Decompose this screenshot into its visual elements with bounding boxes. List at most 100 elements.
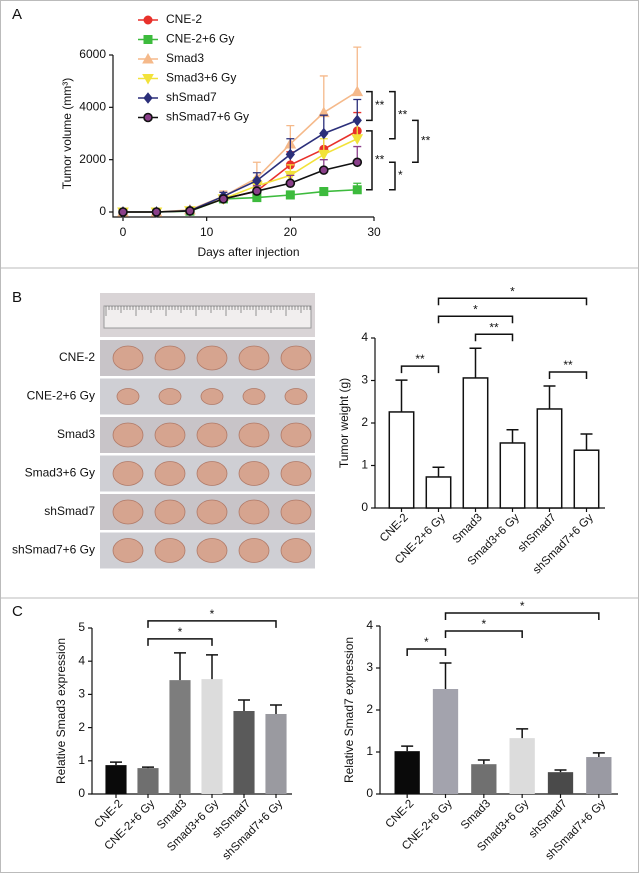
significance-bracket <box>406 648 447 656</box>
error-bar <box>270 704 282 714</box>
y-tick-label: 4 <box>361 330 368 344</box>
error-bar <box>516 728 529 739</box>
bar <box>137 768 159 794</box>
significance-bracket <box>548 371 588 380</box>
y-tick-label: 3 <box>361 373 368 387</box>
marker <box>317 149 330 161</box>
significance-bracket <box>389 161 396 191</box>
tumor <box>238 345 270 371</box>
error-bar <box>592 752 605 758</box>
marker <box>143 15 153 25</box>
x-tick-label: CNE-2 <box>378 512 411 545</box>
y-tick-label: 4 <box>78 653 85 667</box>
photo-row-label: Smad3 <box>57 427 95 441</box>
tumor <box>154 345 186 371</box>
tumor <box>112 499 144 525</box>
tumor <box>154 422 186 448</box>
bar <box>105 765 127 794</box>
bar <box>233 711 255 794</box>
marker <box>285 148 295 161</box>
significance-bracket <box>474 333 514 342</box>
error-bar <box>353 46 362 92</box>
legend-label: CNE-2 <box>166 12 202 26</box>
marker <box>118 207 128 217</box>
tumor <box>196 345 228 371</box>
tumor <box>154 461 186 486</box>
error-bar <box>543 385 556 409</box>
significance-label: ** <box>563 358 573 372</box>
y-tick-label: 3 <box>78 687 85 701</box>
tumor <box>154 538 186 563</box>
y-tick-label: 1 <box>366 744 373 758</box>
bar <box>499 442 526 509</box>
tumor <box>280 499 312 525</box>
significance-label: * <box>510 284 515 298</box>
legend-label: shSmad7 <box>166 90 217 104</box>
bar <box>536 408 563 509</box>
tumor <box>280 461 312 486</box>
y-tick-label: 0 <box>99 204 106 218</box>
significance-label: ** <box>375 152 385 166</box>
y-axis-title: Tumor volume (mm³) <box>60 78 74 190</box>
panel-label: B <box>12 289 22 306</box>
photo-row-label: Smad3+6 Gy <box>25 466 95 480</box>
bar <box>432 689 459 794</box>
error-bar <box>477 759 490 765</box>
tumor <box>242 388 266 405</box>
x-tick-label: Smad3 <box>451 512 485 546</box>
tumor <box>154 499 186 525</box>
significance-bracket <box>437 315 514 324</box>
significance-bracket <box>366 90 373 122</box>
error-bar <box>238 699 250 711</box>
significance-bracket <box>437 297 588 306</box>
x-tick-label: CNE-2 <box>384 798 417 831</box>
bar <box>471 764 497 794</box>
ruler-scale <box>103 305 312 329</box>
y-tick-label: 0 <box>78 786 85 800</box>
x-tick-label: Smad3 <box>459 798 493 832</box>
bar <box>388 411 415 509</box>
significance-bracket <box>389 90 396 140</box>
tumor <box>284 388 308 405</box>
tumor <box>238 461 270 486</box>
error-bar <box>554 769 567 773</box>
bar <box>547 772 574 794</box>
error-bar <box>432 466 445 477</box>
significance-label: * <box>424 635 429 649</box>
error-bar <box>174 652 186 681</box>
error-bar <box>206 654 218 680</box>
tumor <box>196 538 228 563</box>
y-tick-label: 2 <box>78 720 85 734</box>
tumor <box>112 461 144 486</box>
series-line <box>123 161 358 213</box>
marker <box>352 157 363 168</box>
marker <box>143 35 153 44</box>
significance-label: * <box>178 625 183 639</box>
marker <box>285 190 295 200</box>
tumor <box>200 388 224 405</box>
significance-label: ** <box>489 320 499 334</box>
error-bar <box>319 75 328 113</box>
marker <box>185 206 195 216</box>
tumor <box>158 388 182 405</box>
error-bar <box>110 761 122 766</box>
marker <box>352 185 362 195</box>
significance-bracket <box>444 630 523 638</box>
marker <box>318 165 329 175</box>
error-bar <box>439 662 452 689</box>
marker <box>143 92 153 104</box>
significance-bracket <box>412 119 419 164</box>
bar <box>394 751 420 794</box>
marker <box>319 127 329 140</box>
bar <box>265 713 287 794</box>
significance-bracket <box>366 130 373 191</box>
tumor <box>238 422 270 448</box>
significance-label: * <box>210 607 215 621</box>
y-tick-label: 1 <box>361 458 368 472</box>
marker <box>142 74 154 85</box>
error-bar <box>506 429 519 443</box>
y-tick-label: 4 <box>366 618 373 632</box>
legend-label: CNE-2+6 Gy <box>166 32 234 46</box>
x-axis-title: Days after injection <box>197 245 299 259</box>
significance-bracket <box>444 612 600 620</box>
